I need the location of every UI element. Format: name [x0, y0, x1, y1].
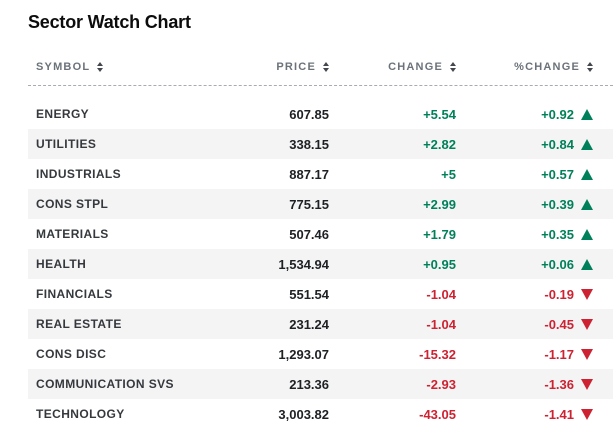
down-triangle-icon	[581, 318, 593, 330]
up-triangle-icon	[581, 138, 593, 150]
sector-pct-change-cell: +0.06	[456, 257, 593, 272]
sector-symbol: ENERGY	[36, 107, 90, 121]
table-body: ENERGY 607.85 +5.54 +0.92 UTILITIES 338.…	[28, 99, 613, 429]
sector-pct-change: +0.57	[541, 166, 574, 182]
sector-price: 551.54	[289, 286, 329, 302]
sector-pct-change: +0.35	[541, 226, 574, 242]
sector-symbol: CONS STPL	[36, 197, 109, 211]
sector-change: +2.99	[423, 196, 456, 212]
sector-pct-change: -1.17	[544, 346, 574, 362]
column-header-label: %CHANGE	[514, 61, 580, 73]
table-row: ENERGY 607.85 +5.54 +0.92	[28, 99, 613, 129]
table-row: UTILITIES 338.15 +2.82 +0.84	[28, 129, 613, 159]
sector-price: 231.24	[289, 316, 329, 332]
sector-change: +5	[441, 166, 456, 182]
table-row: MATERIALS 507.46 +1.79 +0.35	[28, 219, 613, 249]
sector-pct-change-cell: -1.17	[456, 347, 593, 362]
column-header-label: SYMBOL	[36, 61, 91, 73]
sector-pct-change-cell: -0.45	[456, 317, 593, 332]
sector-pct-change-cell: -1.41	[456, 407, 593, 422]
table-row: HEALTH 1,534.94 +0.95 +0.06	[28, 249, 613, 279]
up-triangle-icon	[581, 108, 593, 120]
sector-pct-change: +0.39	[541, 196, 574, 212]
table-row: TECHNOLOGY 3,003.82 -43.05 -1.41	[28, 399, 613, 429]
sort-arrows-icon	[323, 62, 329, 72]
sector-pct-change: -0.19	[544, 286, 574, 302]
sector-pct-change-cell: +0.35	[456, 227, 593, 242]
sector-pct-change-cell: +0.39	[456, 197, 593, 212]
sector-price: 775.15	[289, 196, 329, 212]
sector-price: 1,293.07	[278, 346, 329, 362]
sector-pct-change-cell: +0.92	[456, 107, 593, 122]
sector-price: 507.46	[289, 226, 329, 242]
sector-change: +2.82	[423, 136, 456, 152]
sector-change: +0.95	[423, 256, 456, 272]
sector-price: 887.17	[289, 166, 329, 182]
sector-pct-change-cell: +0.84	[456, 137, 593, 152]
up-triangle-icon	[581, 258, 593, 270]
sector-price: 607.85	[289, 106, 329, 122]
sort-arrows-icon	[450, 62, 456, 72]
sector-price: 213.36	[289, 376, 329, 392]
sector-change: -1.04	[426, 316, 456, 332]
column-header-label: PRICE	[276, 61, 316, 73]
table-row: REAL ESTATE 231.24 -1.04 -0.45	[28, 309, 613, 339]
sector-change: -43.05	[419, 406, 456, 422]
down-triangle-icon	[581, 408, 593, 420]
sector-symbol: UTILITIES	[36, 137, 97, 151]
sector-symbol: TECHNOLOGY	[36, 407, 125, 421]
page-title: Sector Watch Chart	[28, 12, 191, 32]
sector-pct-change: -1.41	[544, 406, 574, 422]
sector-pct-change-cell: -0.19	[456, 287, 593, 302]
up-triangle-icon	[581, 168, 593, 180]
column-header-label: CHANGE	[388, 61, 443, 73]
sector-pct-change: +0.84	[541, 136, 574, 152]
sector-price: 3,003.82	[278, 406, 329, 422]
sector-symbol: MATERIALS	[36, 227, 109, 241]
sector-price: 338.15	[289, 136, 329, 152]
sector-pct-change-cell: -1.36	[456, 377, 593, 392]
sector-change: +1.79	[423, 226, 456, 242]
sector-change: -15.32	[419, 346, 456, 362]
down-triangle-icon	[581, 288, 593, 300]
sector-pct-change: +0.92	[541, 106, 574, 122]
column-header-change[interactable]: CHANGE	[329, 61, 456, 73]
sector-pct-change-cell: +0.57	[456, 167, 593, 182]
sector-watch-widget: Sector Watch Chart SYMBOL PRICE CHANGE %…	[28, 12, 613, 429]
table-header-row: SYMBOL PRICE CHANGE %CHANGE	[28, 61, 613, 86]
table-row: CONS DISC 1,293.07 -15.32 -1.17	[28, 339, 613, 369]
table-row: CONS STPL 775.15 +2.99 +0.39	[28, 189, 613, 219]
table-row: FINANCIALS 551.54 -1.04 -0.19	[28, 279, 613, 309]
sector-symbol: REAL ESTATE	[36, 317, 122, 331]
sector-pct-change: +0.06	[541, 256, 574, 272]
sector-change: +5.54	[423, 106, 456, 122]
sector-pct-change: -0.45	[544, 316, 574, 332]
down-triangle-icon	[581, 378, 593, 390]
column-header-price[interactable]: PRICE	[248, 61, 329, 73]
column-header-pct_change[interactable]: %CHANGE	[456, 61, 593, 73]
sector-symbol: COMMUNICATION SVS	[36, 377, 174, 391]
sector-symbol: HEALTH	[36, 257, 87, 271]
sector-change: -1.04	[426, 286, 456, 302]
sector-symbol: INDUSTRIALS	[36, 167, 122, 181]
up-triangle-icon	[581, 198, 593, 210]
up-triangle-icon	[581, 228, 593, 240]
sector-change: -2.93	[426, 376, 456, 392]
down-triangle-icon	[581, 348, 593, 360]
sector-price: 1,534.94	[278, 256, 329, 272]
sector-symbol: CONS DISC	[36, 347, 107, 361]
column-header-symbol[interactable]: SYMBOL	[28, 61, 248, 73]
table-row: INDUSTRIALS 887.17 +5 +0.57	[28, 159, 613, 189]
sort-arrows-icon	[97, 62, 104, 72]
table-row: COMMUNICATION SVS 213.36 -2.93 -1.36	[28, 369, 613, 399]
sector-pct-change: -1.36	[544, 376, 574, 392]
sector-symbol: FINANCIALS	[36, 287, 113, 301]
sort-arrows-icon	[587, 62, 593, 72]
